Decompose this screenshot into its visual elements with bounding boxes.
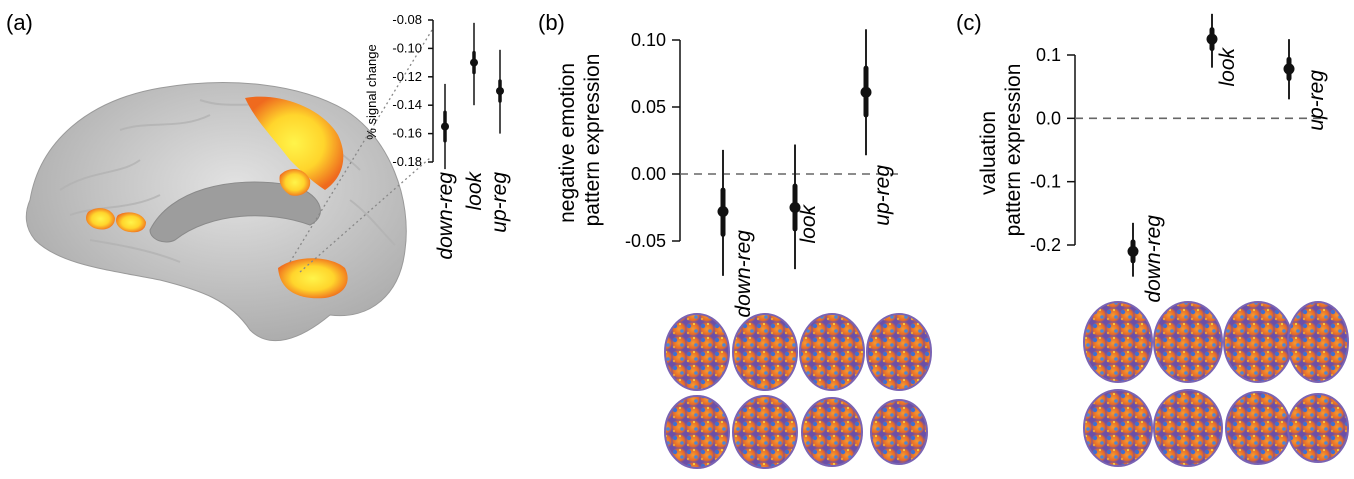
y-tick-label-a: -0.16 bbox=[392, 126, 422, 141]
weight-maps-c bbox=[1083, 301, 1349, 467]
category-label-look-c: look bbox=[1216, 47, 1239, 87]
y-tick-label-a: -0.18 bbox=[392, 154, 422, 169]
axial-map-c-2 bbox=[1153, 301, 1223, 383]
axial-map-b-7 bbox=[801, 397, 863, 467]
y-tick-label-b: 0.05 bbox=[631, 97, 666, 117]
axial-map-b-5 bbox=[664, 395, 730, 469]
data-point-b-down-reg bbox=[717, 206, 729, 218]
y-tick-label-c: -0.1 bbox=[1030, 172, 1061, 192]
y-axis-title-c-line1: valuation bbox=[977, 111, 1000, 195]
category-label-down-reg-a: down-reg bbox=[434, 172, 457, 260]
y-axis-title-a: % signal change bbox=[364, 44, 379, 139]
y-tick-label-c: 0.0 bbox=[1036, 108, 1061, 128]
category-label-down-reg-c: down-reg bbox=[1142, 215, 1165, 303]
category-label-up-reg-c: up-reg bbox=[1305, 70, 1328, 131]
category-label-down-reg-b: down-reg bbox=[732, 230, 755, 318]
y-axis-title-c: valuation pattern expression bbox=[977, 64, 1025, 237]
axial-map-b-2 bbox=[732, 313, 798, 391]
category-label-look-a: look bbox=[463, 171, 486, 211]
y-tick-label-c: -0.2 bbox=[1030, 235, 1061, 255]
data-point-a-up-reg bbox=[496, 87, 504, 95]
axial-map-b-6 bbox=[732, 395, 798, 469]
axial-map-c-5 bbox=[1083, 389, 1153, 467]
axial-map-b-3 bbox=[799, 313, 865, 391]
y-tick-label-a: -0.08 bbox=[392, 12, 422, 27]
y-tick-label-b: 0.10 bbox=[631, 30, 666, 50]
axial-map-c-7 bbox=[1225, 391, 1291, 465]
axial-map-c-1 bbox=[1083, 301, 1153, 383]
axial-map-c-4 bbox=[1287, 301, 1349, 383]
activation-vmpfc bbox=[278, 258, 348, 299]
weight-maps-b bbox=[664, 313, 932, 469]
category-label-up-reg-b: up-reg bbox=[871, 165, 894, 226]
panel-label-a: (a) bbox=[6, 10, 33, 35]
chart-c: 0.1 0.0 -0.1 -0.2 valuation pattern express… bbox=[977, 13, 1328, 303]
activation-acc bbox=[279, 168, 311, 196]
panel-label-c: (c) bbox=[956, 10, 982, 35]
data-point-a-look bbox=[470, 58, 478, 67]
chart-b: 0.10 0.05 0.00 -0.05 negative emotion patte… bbox=[556, 29, 900, 318]
data-point-c-look bbox=[1206, 33, 1218, 45]
y-axis-title-b-line2: pattern expression bbox=[581, 54, 604, 227]
activation-precuneus-1 bbox=[86, 208, 115, 230]
axial-map-b-1 bbox=[664, 313, 730, 391]
axial-map-c-6 bbox=[1153, 389, 1223, 467]
category-label-look-b: look bbox=[797, 204, 820, 244]
y-tick-label-a: -0.10 bbox=[392, 40, 422, 55]
activation-dmpfc bbox=[245, 96, 344, 190]
activation-precuneus-2 bbox=[116, 212, 146, 233]
y-tick-label-a: -0.14 bbox=[392, 97, 422, 112]
medial-brain-surface-image bbox=[25, 82, 407, 342]
category-label-up-reg-a: up-reg bbox=[488, 172, 511, 233]
data-point-b-look bbox=[789, 202, 801, 213]
data-point-a-down-reg bbox=[441, 122, 449, 131]
y-axis-title-c-line2: pattern expression bbox=[1002, 64, 1025, 237]
chart-a: -0.08 -0.10 -0.12 -0.14 -0.16 -0.18 % signal … bbox=[364, 12, 511, 260]
y-tick-label-b: -0.05 bbox=[625, 231, 666, 251]
connector-lines bbox=[289, 29, 433, 273]
data-point-c-down-reg bbox=[1127, 245, 1139, 257]
axial-map-c-3 bbox=[1223, 301, 1293, 383]
y-axis-title-b-line1: negative emotion bbox=[556, 63, 579, 223]
y-tick-label-c: 0.1 bbox=[1036, 45, 1061, 65]
data-point-c-up-reg bbox=[1283, 63, 1295, 75]
axial-map-b-8 bbox=[870, 399, 928, 465]
y-axis-title-b: negative emotion pattern expression bbox=[556, 54, 604, 227]
y-tick-label-a: -0.12 bbox=[392, 69, 422, 84]
axial-map-c-8 bbox=[1287, 393, 1349, 463]
data-point-b-up-reg bbox=[860, 86, 872, 98]
axial-map-b-4 bbox=[866, 313, 932, 391]
panel-label-b: (b) bbox=[538, 10, 565, 35]
y-tick-label-b: 0.00 bbox=[631, 164, 666, 184]
